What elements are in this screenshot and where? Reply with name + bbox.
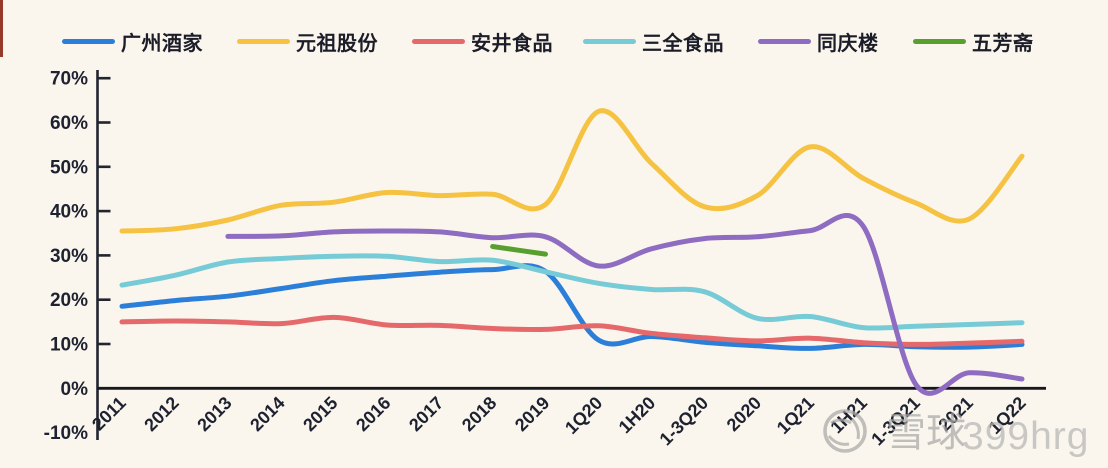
y-tick-label: 0% <box>61 379 89 400</box>
legend-line-swatch <box>583 38 636 44</box>
y-tick-label: -10% <box>44 423 88 444</box>
y-axis-labels: 70% 60% 50% 40% 30% 20% 10% 0% -10% <box>44 69 88 444</box>
legend-line-swatch <box>412 38 465 44</box>
x-tick-label: 2020 <box>723 393 765 435</box>
left-edge-artifact <box>0 0 3 57</box>
x-tick-label: 2018 <box>458 393 500 435</box>
y-tick-label: 50% <box>50 157 88 178</box>
snowball-logo-icon <box>823 409 867 453</box>
legend-item-label: 广州酒家 <box>121 32 203 55</box>
legend-item[interactable]: 三全食品 <box>583 28 724 55</box>
x-tick-label: 1H20 <box>615 393 660 438</box>
legend-item[interactable]: 五芳斋 <box>913 28 1034 55</box>
x-tick-label: 1Q20 <box>561 393 606 438</box>
legend-item-label: 同庆楼 <box>817 32 879 55</box>
legend-line-swatch <box>237 38 290 44</box>
x-tick-label: 2019 <box>511 393 553 435</box>
y-tick-label: 70% <box>50 69 88 90</box>
legend-item-label: 元祖股份 <box>296 32 378 55</box>
y-tick-label: 40% <box>50 202 88 223</box>
legend-line-swatch <box>62 38 115 44</box>
x-tick-label: 1Q21 <box>773 393 818 438</box>
chart-legend: 广州酒家 元祖股份 安井食品 三全食品 同庆楼 五芳斋 <box>0 0 1108 60</box>
y-tick-label: 30% <box>50 246 88 267</box>
x-tick-label: 2016 <box>352 393 394 435</box>
x-tick-label: 2015 <box>299 393 341 435</box>
legend-item-label: 五芳斋 <box>972 32 1034 55</box>
snowball-logo-detail <box>827 418 860 446</box>
x-tick-label: 1-3Q20 <box>656 393 713 450</box>
y-tick-label: 20% <box>50 290 88 311</box>
y-tick-label: 10% <box>50 335 88 356</box>
legend-line-swatch <box>913 38 966 44</box>
x-tick-label: 2014 <box>246 393 288 435</box>
x-tick-label: 2011 <box>88 393 130 435</box>
y-tick-label: 60% <box>50 113 88 134</box>
series-line-三全食品[interactable] <box>119 253 1025 331</box>
series-line-五芳斋[interactable] <box>490 244 548 257</box>
legend-item[interactable]: 安井食品 <box>412 28 553 55</box>
axes <box>96 70 1046 440</box>
watermark-user-id: 399hrg <box>962 415 1089 458</box>
legend-item[interactable]: 元祖股份 <box>237 28 378 55</box>
legend-item[interactable]: 广州酒家 <box>62 28 203 55</box>
x-tick-label: 2013 <box>193 393 235 435</box>
series-line-安井食品[interactable] <box>119 314 1025 347</box>
series-line-元祖股份[interactable] <box>119 108 1025 234</box>
x-tick-label: 2012 <box>140 393 182 435</box>
watermark-site-name: 雪球 <box>886 411 966 455</box>
series-line-同庆楼[interactable] <box>225 212 1025 396</box>
series-lines <box>119 108 1025 396</box>
legend-line-swatch <box>758 38 811 44</box>
legend-item-label: 安井食品 <box>471 32 553 55</box>
x-tick-label: 2017 <box>405 393 447 435</box>
legend-item[interactable]: 同庆楼 <box>758 28 879 55</box>
legend-item-label: 三全食品 <box>642 32 724 55</box>
